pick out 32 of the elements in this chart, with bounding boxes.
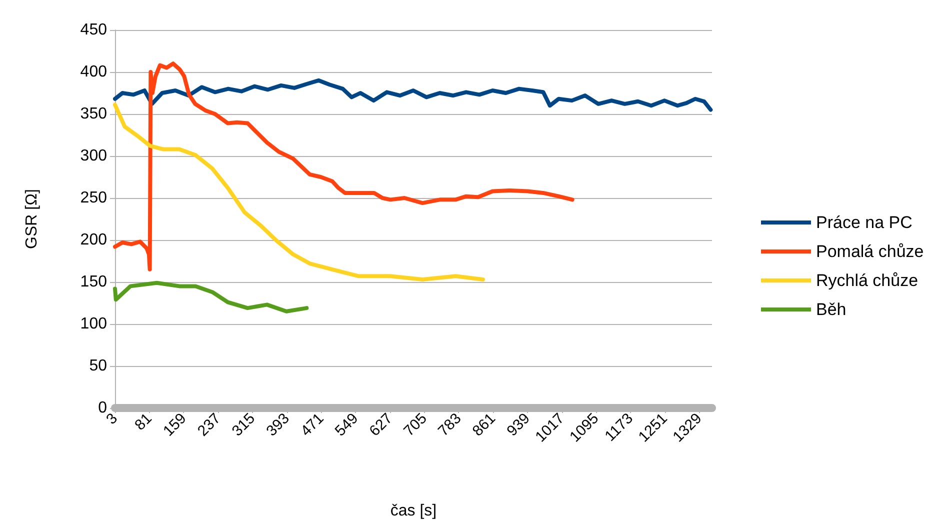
line-series	[113, 102, 485, 282]
x-tick-label: 237	[194, 410, 224, 440]
y-tick-label: 200	[80, 232, 108, 248]
y-tick-label: 100	[80, 316, 108, 332]
y-tick-label: 250	[80, 190, 108, 206]
line-series	[113, 62, 574, 272]
x-tick-label: 783	[434, 410, 465, 440]
x-tick-label: 549	[332, 410, 362, 440]
y-tick-label: 400	[80, 64, 108, 80]
y-tick-label: 50	[89, 358, 108, 374]
x-tick-label: 81	[132, 410, 156, 434]
x-tick-label: 861	[469, 410, 500, 440]
line-series	[113, 78, 713, 112]
legend-label: Běh	[816, 300, 846, 319]
legend-label: Rychlá chůze	[816, 271, 918, 290]
x-tick-label: 315	[228, 410, 258, 440]
y-tick-label: 0	[98, 400, 108, 416]
y-tick-label: 150	[80, 274, 108, 290]
legend-label: Práce na PC	[816, 213, 912, 232]
line-series	[113, 280, 309, 314]
x-tick-label: 159	[160, 410, 190, 440]
y-tick-label: 350	[80, 106, 108, 122]
x-axis-title: čas [s]	[390, 502, 437, 520]
y-tick-label: 450	[80, 22, 108, 38]
legend-label: Pomalá chůze	[816, 242, 924, 261]
x-tick-label: 627	[366, 410, 396, 440]
x-tick-label: 471	[297, 410, 328, 440]
y-axis-title: GSR [Ω]	[24, 189, 40, 249]
x-tick-label: 939	[504, 410, 534, 440]
x-tick-label: 393	[263, 410, 293, 440]
y-tick-label: 300	[80, 148, 108, 164]
x-tick-label: 705	[400, 410, 430, 440]
